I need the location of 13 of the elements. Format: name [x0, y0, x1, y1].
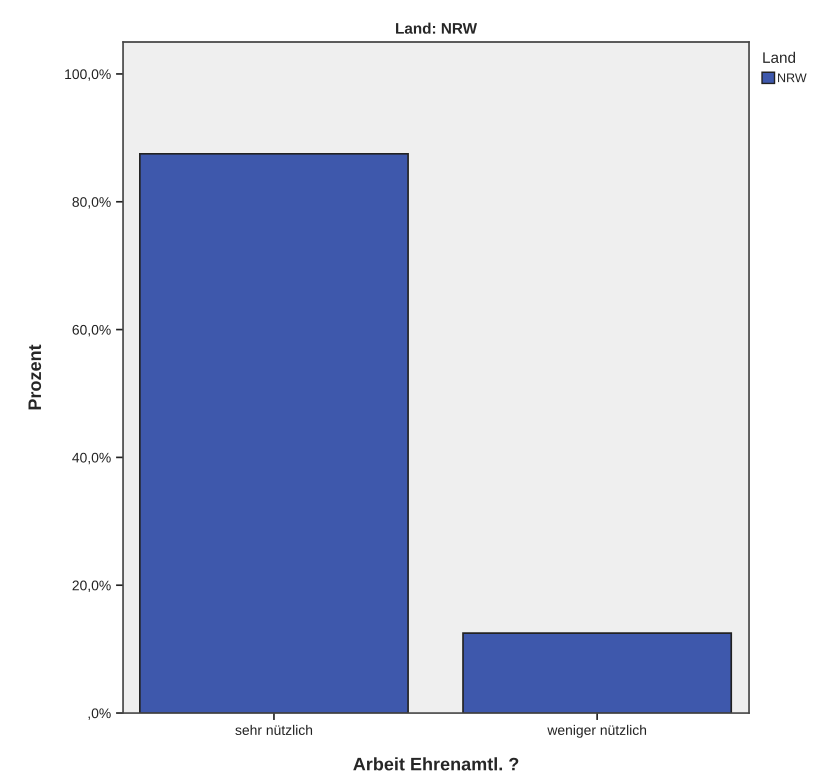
x-tick-label: weniger nützlich [547, 724, 646, 738]
legend-title: Land [763, 52, 796, 63]
y-tick-label: 60,0% [72, 324, 111, 336]
y-axis-title: Prozent [28, 344, 42, 410]
y-tick-label: 20,0% [72, 580, 111, 592]
y-tick-label: ,0% [88, 708, 111, 720]
y-tick-label: 40,0% [72, 452, 111, 464]
y-tick-label: 80,0% [72, 197, 111, 209]
x-axis-title: Arbeit Ehrenamtl. ? [353, 757, 518, 770]
chart-title: Land: NRW [396, 22, 478, 34]
x-tick-label: sehr nützlich [235, 724, 312, 736]
legend-label: NRW [778, 74, 807, 82]
y-tick-label: 100,0% [65, 69, 111, 81]
